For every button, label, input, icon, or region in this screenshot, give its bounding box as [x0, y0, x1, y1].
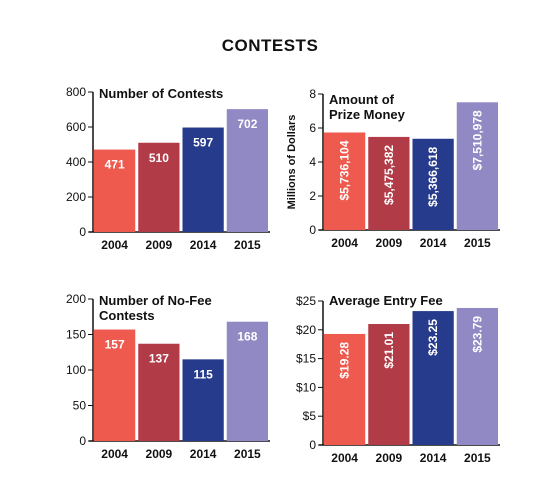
x-tick-label: 2014 [190, 238, 217, 252]
data-label: $23.79 [470, 316, 484, 353]
bar-2015 [226, 321, 268, 441]
page-title: CONTESTS [221, 36, 319, 55]
x-tick-label: 2015 [234, 238, 261, 252]
chart-average-entry-fee: 0 $5 $10 $15 $20 $25 $19.28 2004 $21.01 2009 $23.2… [296, 293, 500, 465]
x-tick-label: 2014 [190, 447, 217, 461]
bar-2014 [182, 359, 224, 441]
data-label: 157 [105, 338, 125, 352]
bar-2015 [456, 307, 498, 445]
y-tick-label: 150 [66, 328, 86, 342]
y-tick-label: 200 [66, 292, 86, 306]
data-label: $5,736,104 [338, 140, 352, 200]
data-label: 597 [193, 136, 213, 150]
bar-2004 [324, 333, 366, 445]
bar-2009 [138, 142, 180, 232]
data-label: $7,510,978 [470, 110, 484, 170]
bar-2014 [182, 127, 224, 232]
y-tick-label: $10 [296, 380, 316, 394]
x-tick-label: 2009 [376, 451, 403, 465]
x-tick-label: 2009 [146, 447, 173, 461]
y-tick-label: 800 [66, 85, 86, 99]
bar-2004 [324, 132, 366, 230]
x-tick-label: 2015 [464, 236, 491, 250]
x-tick-label: 2004 [331, 236, 358, 250]
y-tick-label: 2 [309, 189, 316, 203]
y-tick-label: $5 [303, 409, 317, 423]
x-tick-label: 2015 [234, 447, 261, 461]
data-label: 702 [237, 117, 257, 131]
y-tick-label: 400 [66, 155, 86, 169]
y-tick-label: $20 [296, 323, 316, 337]
chart-number-of-contests: 0 200 400 600 800 471 2004 510 2009 597 2014 702 201… [66, 85, 270, 252]
chart-prize-money: 0 2 4 6 8 $5,736,104 2004 $5,475,382 2009 $5,366,… [286, 87, 500, 250]
bar-2004 [94, 149, 136, 232]
data-label: 510 [149, 151, 169, 165]
chart-title: Number of Contests [99, 86, 223, 101]
y-tick-label: 6 [309, 121, 316, 135]
bar-2009 [138, 343, 180, 441]
chart-title: Prize Money [329, 107, 406, 122]
x-tick-label: 2004 [331, 451, 358, 465]
y-tick-label: $15 [296, 352, 316, 366]
y-tick-label: $25 [296, 294, 316, 308]
chart-title: Contests [99, 308, 155, 323]
y-axis-label: Millions of Dollars [286, 115, 298, 210]
y-tick-label: 0 [309, 223, 316, 237]
data-label: $5,366,618 [426, 146, 440, 206]
bar-2015 [226, 109, 268, 232]
x-tick-label: 2004 [101, 238, 128, 252]
data-label: $21.01 [382, 332, 396, 369]
x-tick-label: 2004 [101, 447, 128, 461]
bar-2004 [94, 329, 136, 441]
chart-title: Number of No-Fee [99, 293, 212, 308]
y-tick-label: 8 [309, 87, 316, 101]
bar-2015 [456, 102, 498, 230]
y-tick-label: 0 [309, 438, 316, 452]
bar-2009 [368, 136, 410, 230]
data-label: 471 [105, 158, 125, 172]
data-label: 168 [237, 330, 257, 344]
bar-2014 [412, 311, 454, 445]
x-tick-label: 2009 [146, 238, 173, 252]
y-tick-label: 0 [79, 225, 86, 239]
x-tick-label: 2015 [464, 451, 491, 465]
x-tick-label: 2014 [420, 236, 447, 250]
y-tick-label: 600 [66, 120, 86, 134]
x-tick-label: 2009 [376, 236, 403, 250]
bar-2009 [368, 323, 410, 445]
data-label: 137 [149, 352, 169, 366]
data-label: $23.25 [426, 319, 440, 356]
data-label: 115 [193, 367, 213, 381]
x-tick-label: 2014 [420, 451, 447, 465]
y-tick-label: 200 [66, 190, 86, 204]
chart-no-fee-contests: 0 50 100 150 200 157 2004 137 2009 115 2014 168 2015… [66, 292, 270, 461]
y-tick-label: 100 [66, 363, 86, 377]
y-tick-label: 4 [309, 155, 316, 169]
bar-2014 [412, 138, 454, 230]
y-tick-label: 50 [73, 399, 87, 413]
chart-title: Average Entry Fee [329, 293, 443, 308]
y-tick-label: 0 [79, 434, 86, 448]
data-label: $5,475,382 [382, 145, 396, 205]
chart-title: Amount of [329, 92, 395, 107]
data-label: $19.28 [338, 342, 352, 379]
